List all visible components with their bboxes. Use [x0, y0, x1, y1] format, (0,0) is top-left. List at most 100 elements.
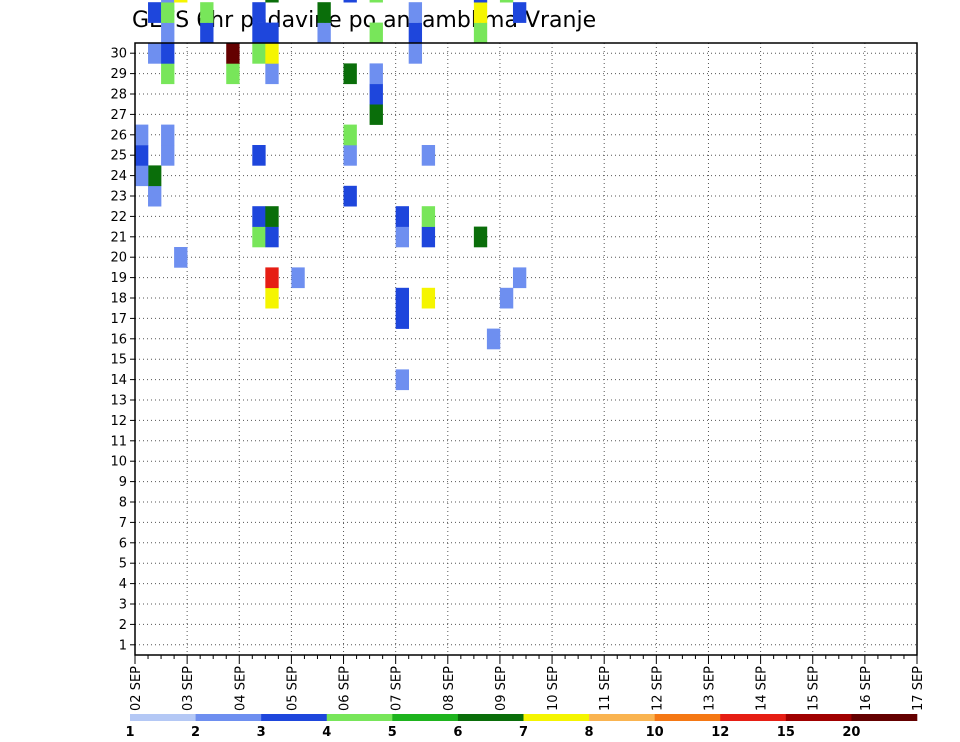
y-tick-label: 11 [110, 434, 127, 449]
legend-label: 4 [322, 725, 331, 740]
y-tick-label: 20 [110, 251, 127, 266]
precip-cell [512, 267, 527, 289]
x-tick-label: 05 SEP [285, 666, 300, 711]
y-tick-label: 14 [110, 373, 127, 388]
legend-label: 15 [777, 725, 795, 740]
precip-cell [369, 83, 383, 105]
precip-cell [408, 43, 423, 64]
precip-cell [473, 226, 488, 248]
legend-label: 2 [191, 725, 200, 740]
legend-label: 1 [125, 725, 134, 740]
y-tick-label: 24 [110, 169, 127, 184]
precip-cell [252, 43, 266, 64]
precip-cell [317, 22, 331, 44]
grid-lines [135, 43, 917, 655]
precip-cell [421, 206, 436, 227]
x-tick-label: 04 SEP [233, 666, 248, 711]
precip-cell [200, 2, 214, 23]
y-tick-label: 26 [110, 128, 127, 143]
precip-cell [161, 63, 175, 85]
x-tick-label: 09 SEP [494, 666, 509, 711]
legend-label: 6 [453, 725, 462, 740]
precip-cell [395, 206, 409, 227]
precip-cell [161, 2, 175, 23]
precip-cell [265, 22, 279, 44]
y-tick-label: 22 [110, 210, 127, 225]
legend-swatch [457, 714, 524, 721]
color-legend: 1 2 3 4 5 6 7 8 10 12 15 20 [125, 714, 918, 740]
data-cells [135, 0, 527, 391]
precip-cell [161, 22, 175, 44]
precip-cell [265, 43, 279, 64]
precip-cell [174, 0, 188, 3]
precip-cell [161, 0, 175, 3]
y-tick-label: 3 [119, 598, 127, 613]
precip-cell [148, 2, 162, 23]
y-tick-label: 29 [110, 67, 127, 82]
y-tick-label: 12 [110, 414, 127, 429]
legend-swatch [851, 714, 918, 721]
precip-cell [265, 206, 279, 227]
precip-cell [148, 185, 162, 207]
precip-cell [408, 22, 423, 44]
precip-cell [343, 124, 357, 146]
precip-cell [421, 145, 436, 166]
precip-cell [473, 2, 488, 23]
precip-cell [265, 287, 279, 309]
precip-cell [161, 145, 175, 166]
y-tick-label: 18 [110, 292, 127, 307]
precip-cell [226, 63, 240, 85]
precip-cell [135, 145, 149, 166]
y-tick-label: 19 [110, 271, 127, 286]
legend-swatch [720, 714, 787, 721]
y-tick-label: 6 [119, 536, 127, 551]
precip-cell [369, 104, 383, 125]
y-tick-label: 13 [110, 394, 127, 409]
x-tick-label: 17 SEP [911, 666, 926, 711]
y-tick-label: 16 [110, 332, 127, 347]
x-tick-label: 11 SEP [598, 666, 613, 711]
legend-label: 20 [842, 725, 860, 740]
precip-cell [512, 2, 527, 23]
legend-swatch [523, 714, 590, 721]
precip-cell [226, 43, 240, 64]
precip-cell [265, 226, 279, 248]
y-tick-label: 1 [119, 638, 127, 653]
y-tick-label: 15 [110, 353, 127, 368]
precip-cell [135, 124, 149, 146]
x-tick-label: 10 SEP [546, 666, 561, 711]
x-tick-label: 16 SEP [859, 666, 874, 711]
x-tick-label: 14 SEP [755, 666, 770, 711]
precip-cell [252, 145, 266, 166]
precip-cell [161, 43, 175, 64]
precip-cell [317, 2, 331, 23]
precip-cell [148, 43, 162, 64]
y-tick-label: 7 [119, 516, 127, 531]
legend-swatch [654, 714, 721, 721]
precip-cell [174, 247, 188, 268]
legend-swatch [130, 714, 196, 721]
x-tick-label: 13 SEP [702, 666, 717, 711]
precip-cell [395, 226, 409, 248]
precip-cell [395, 308, 409, 329]
y-tick-label: 30 [110, 47, 127, 62]
y-tick-label: 28 [110, 88, 127, 103]
precip-cell [252, 226, 266, 248]
legend-label: 10 [646, 725, 664, 740]
y-tick-label: 10 [110, 455, 127, 470]
x-tick-label: 02 SEP [129, 666, 144, 711]
x-tick-label: 07 SEP [390, 666, 405, 711]
precip-cell [135, 165, 149, 187]
precip-cell [343, 145, 357, 166]
legend-label: 8 [585, 725, 594, 740]
precip-cell [421, 226, 436, 248]
y-tick-label: 2 [119, 618, 127, 633]
x-tick-label: 15 SEP [807, 666, 822, 711]
legend-swatch [589, 714, 655, 721]
precip-cell [252, 2, 266, 23]
y-tick-label: 21 [110, 230, 127, 245]
legend-label: 12 [711, 725, 729, 740]
precip-cell [369, 22, 383, 44]
precip-cell [421, 287, 436, 309]
